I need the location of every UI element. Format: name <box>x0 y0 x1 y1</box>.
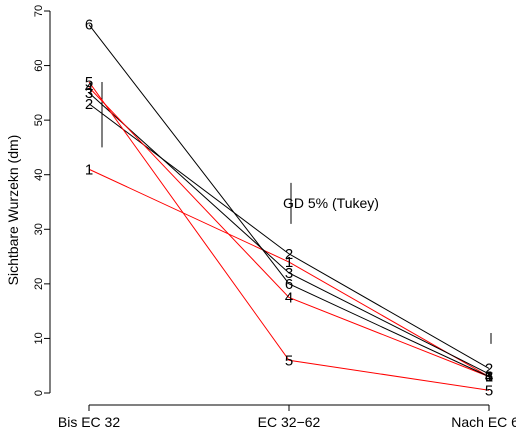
series-line-6 <box>88 24 490 378</box>
series-line-1 <box>88 168 490 378</box>
y-axis-label: Sichtbare Wurzekn (dm) <box>5 135 21 286</box>
gd-annotation: GD 5% (Tukey) <box>283 195 379 211</box>
series-line-4 <box>88 87 490 378</box>
gd-bars <box>101 81 492 344</box>
point-label-5-1: 5 <box>285 352 293 369</box>
y-tick-label-50: 50 <box>33 114 45 126</box>
point-label-4-0: 4 <box>85 79 93 96</box>
y-tick-label-70: 70 <box>33 5 45 17</box>
series-line-3 <box>88 92 490 375</box>
y-tick-label-40: 40 <box>33 169 45 181</box>
point-label-2-0: 2 <box>85 96 93 113</box>
point-label-3-0: 3 <box>85 85 93 102</box>
point-label-2-2: 2 <box>485 360 493 377</box>
series-lines <box>88 24 490 391</box>
series-line-5 <box>88 81 490 391</box>
y-tick-label-20: 20 <box>33 278 45 290</box>
point-label-6-1: 6 <box>285 276 293 293</box>
point-label-5-0: 5 <box>85 74 93 91</box>
point-label-6-2: 6 <box>485 369 493 386</box>
point-label-4-1: 4 <box>285 290 293 307</box>
y-tick-label-0: 0 <box>33 390 45 396</box>
point-label-1-2: 1 <box>485 369 493 386</box>
point-label-5-2: 5 <box>485 382 493 399</box>
x-tick-label-0: Bis EC 32 <box>58 414 120 430</box>
axes: 0 10 20 30 40 50 60 70 Bis EC 32 EC 32−62 Nach EC … <box>33 5 516 430</box>
series-line-2 <box>88 103 490 369</box>
point-label-3-1: 3 <box>285 265 293 282</box>
point-label-3-2: 3 <box>485 369 493 386</box>
x-tick-label-1: EC 32−62 <box>258 414 321 430</box>
point-label-2-1: 2 <box>285 246 293 263</box>
point-label-4-2: 4 <box>485 369 493 386</box>
x-tick-label-2: Nach EC 62 <box>451 414 516 430</box>
y-tick-label-60: 60 <box>33 59 45 71</box>
y-tick-label-30: 30 <box>33 223 45 235</box>
point-label-1-0: 1 <box>85 161 93 178</box>
y-tick-label-10: 10 <box>33 332 45 344</box>
point-label-1-1: 1 <box>285 254 293 271</box>
point-label-6-0: 6 <box>85 17 93 34</box>
